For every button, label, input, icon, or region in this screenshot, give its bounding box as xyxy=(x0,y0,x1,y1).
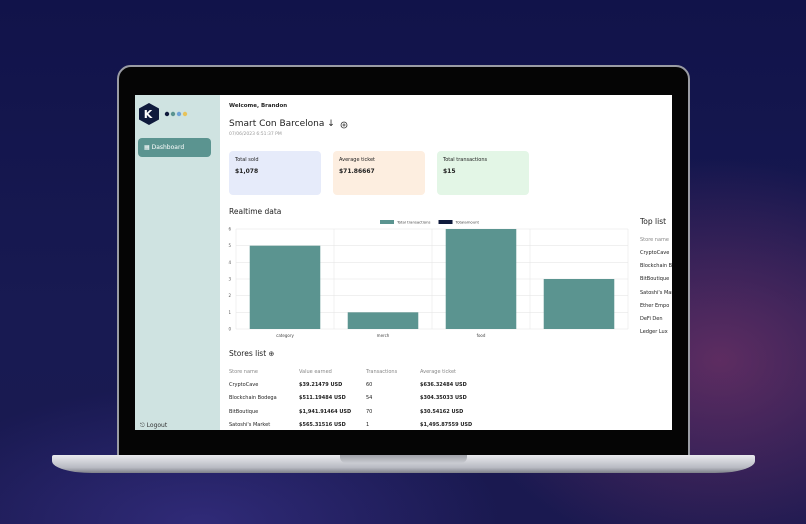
laptop-notch xyxy=(340,455,467,463)
table-cell: 54 xyxy=(366,395,373,402)
stat-label: Average ticket xyxy=(339,157,375,163)
column-header: Store name xyxy=(229,369,258,375)
stat-card: Total sold $1,078 xyxy=(229,151,321,195)
event-name: Smart Con Barcelona xyxy=(229,119,325,129)
welcome: Welcome, Brandon xyxy=(229,103,288,109)
table-cell: $511.19484 USD xyxy=(299,395,346,402)
nav-label: Dashboard xyxy=(151,144,185,151)
bar xyxy=(347,312,419,329)
table-cell: $1,495.87559 USD xyxy=(420,421,473,428)
top-list: Top list Store name CryptoCave Blockchain… xyxy=(640,95,672,345)
legend-swatch xyxy=(380,220,394,224)
nav-dashboard[interactable]: ▦ Dashboard xyxy=(138,138,211,157)
logo: K xyxy=(139,103,159,125)
stores-title-text: Stores list xyxy=(229,349,267,358)
date: 07/06/2023 6:51:37 PM xyxy=(229,132,282,137)
top-list-item: DeFi Den xyxy=(640,316,663,322)
table-cell: 1 xyxy=(366,421,370,428)
y-tick-label: 1 xyxy=(228,310,231,315)
table-cell: $30.54162 USD xyxy=(420,408,464,415)
column-header: Value earned xyxy=(299,369,332,375)
logo-text: K xyxy=(144,108,153,121)
x-tick-label: food xyxy=(477,333,486,338)
laptop-base xyxy=(52,455,755,473)
y-tick-label: 6 xyxy=(228,227,231,232)
table-cell: 60 xyxy=(366,382,373,388)
table-cell: $39.21479 USD xyxy=(299,382,343,388)
top-list-item: BitBoutique xyxy=(640,276,670,283)
table-cell: $304.35033 USD xyxy=(420,395,467,402)
event-title[interactable]: Smart Con Barcelona ↓ xyxy=(229,119,335,129)
top-list-item: Ledger Lux xyxy=(640,329,668,336)
top-list-title: Top list xyxy=(640,217,667,226)
top-list-item: Satoshi's Market xyxy=(640,289,672,296)
table-cell: $636.32484 USD xyxy=(420,382,467,388)
chart: 0 1 2 3 4 5 6 Total transactions Totalamount cate… xyxy=(228,220,629,338)
legend-swatch xyxy=(438,220,453,224)
chart-title: Realtime data xyxy=(229,207,282,216)
y-tick-label: 5 xyxy=(228,243,231,248)
stat-value: $1,078 xyxy=(235,168,259,175)
logout[interactable]: ⎋ Logout xyxy=(140,422,168,429)
y-tick-label: 4 xyxy=(228,260,231,265)
table-cell: $1,941.91464 USD xyxy=(299,408,352,415)
column-header: Average ticket xyxy=(420,369,456,375)
stat-value: $71.86667 xyxy=(339,168,375,175)
stat-card: Average ticket $71.86667 xyxy=(333,151,425,195)
stat-label: Total sold xyxy=(235,157,259,163)
legend-label: Totalamount xyxy=(455,220,480,225)
bar xyxy=(543,279,615,329)
top-list-header: Store name xyxy=(640,237,669,243)
stat-card: Total transactions $15 xyxy=(437,151,529,195)
column-header: Transactions xyxy=(366,369,398,375)
logout-label: Logout xyxy=(146,422,168,429)
screen: K ▦ Dashboard ⎋ Logout Welcome, Brandon … xyxy=(135,95,672,430)
y-tick-label: 0 xyxy=(228,327,231,332)
table-cell: $565.31516 USD xyxy=(299,421,346,428)
top-list-item: Ether Empo xyxy=(640,302,670,309)
table-cell: Blockchain Bodega xyxy=(229,395,277,402)
status-dots xyxy=(164,111,188,117)
sidebar: K ▦ Dashboard ⎋ Logout xyxy=(135,95,220,430)
top-list-item: Blockchain Bodega xyxy=(640,263,672,270)
stat-value: $15 xyxy=(443,168,456,175)
top-list-item: CryptoCave xyxy=(640,250,670,256)
bar xyxy=(249,245,321,329)
legend-label: Total transactions xyxy=(396,220,431,225)
bar xyxy=(445,229,517,329)
table-cell: Satoshi's Market xyxy=(229,421,271,428)
table-cell: CryptoCave xyxy=(229,382,259,388)
table-cell: BitBoutique xyxy=(229,408,259,415)
stores-title: Stores list ⊕ xyxy=(229,349,275,358)
y-tick-label: 2 xyxy=(228,293,231,298)
x-tick-label: merch xyxy=(377,333,390,338)
table-cell: 70 xyxy=(366,408,373,415)
stat-label: Total transactions xyxy=(443,157,488,163)
y-tick-label: 3 xyxy=(228,277,231,282)
x-tick-label: category xyxy=(276,333,294,338)
add-event-icon[interactable] xyxy=(340,121,348,129)
